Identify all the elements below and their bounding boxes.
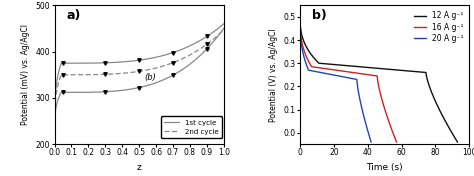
Y-axis label: Potential (V) vs. Ag/AgCl: Potential (V) vs. Ag/AgCl: [269, 28, 278, 122]
Y-axis label: Potential (mV) vs. Ag/AgCl: Potential (mV) vs. Ag/AgCl: [21, 24, 30, 125]
Legend: 12 A g⁻¹, 16 A g⁻¹, 20 A g⁻¹: 12 A g⁻¹, 16 A g⁻¹, 20 A g⁻¹: [412, 9, 465, 45]
Text: b): b): [312, 10, 327, 23]
Text: a): a): [66, 10, 81, 23]
Text: (b): (b): [144, 73, 156, 82]
X-axis label: z: z: [137, 163, 142, 172]
X-axis label: Time (s): Time (s): [366, 163, 403, 172]
Legend: 1st cycle, 2nd cycle: 1st cycle, 2nd cycle: [161, 116, 222, 138]
